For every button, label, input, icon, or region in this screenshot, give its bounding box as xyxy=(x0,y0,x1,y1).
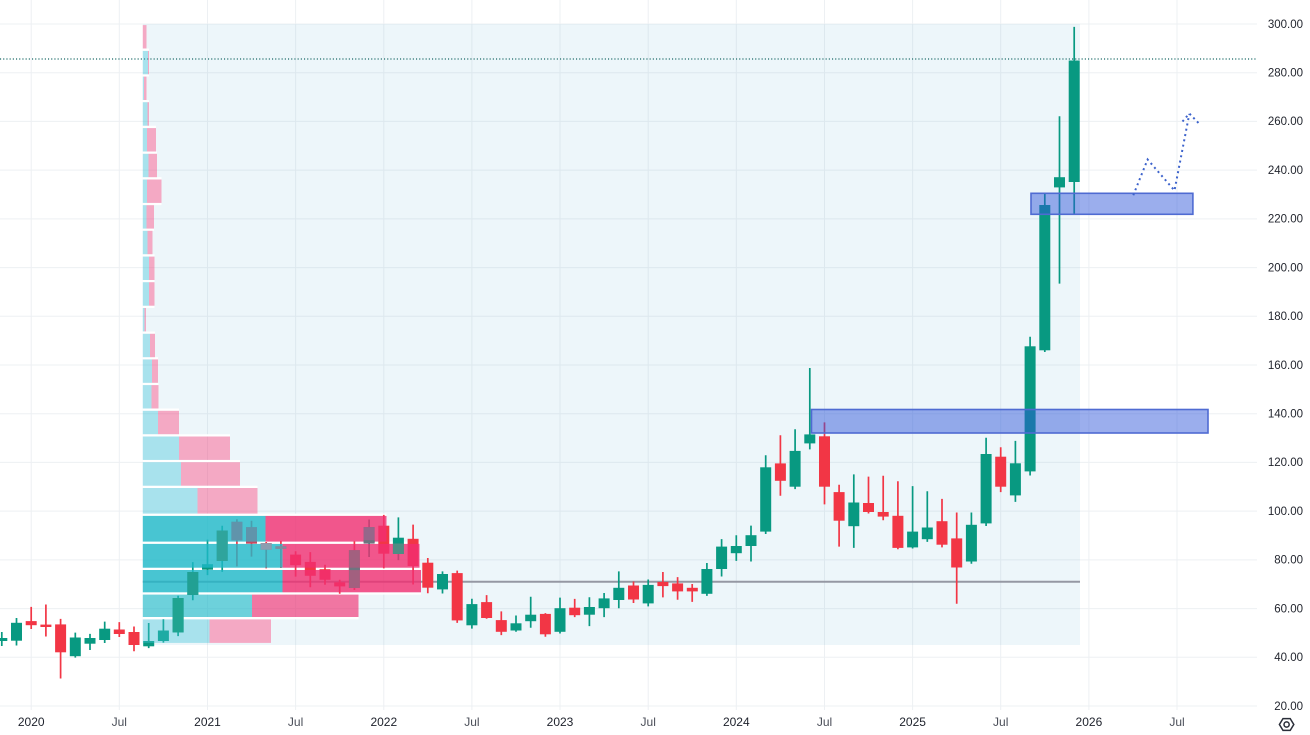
svg-text:2023: 2023 xyxy=(547,715,574,729)
svg-text:280.00: 280.00 xyxy=(1268,68,1303,80)
svg-text:60.00: 60.00 xyxy=(1274,603,1303,615)
svg-text:Jul: Jul xyxy=(464,715,479,729)
svg-text:120.00: 120.00 xyxy=(1268,457,1303,469)
svg-text:Jul: Jul xyxy=(288,715,303,729)
svg-text:Jul: Jul xyxy=(112,715,127,729)
svg-text:Jul: Jul xyxy=(641,715,656,729)
svg-text:2022: 2022 xyxy=(370,715,397,729)
svg-text:20.00: 20.00 xyxy=(1274,701,1303,713)
svg-text:200.00: 200.00 xyxy=(1268,262,1303,274)
svg-text:2020: 2020 xyxy=(18,715,45,729)
svg-text:2025: 2025 xyxy=(899,715,926,729)
svg-text:40.00: 40.00 xyxy=(1274,652,1303,664)
svg-text:Jul: Jul xyxy=(817,715,832,729)
svg-text:180.00: 180.00 xyxy=(1268,311,1303,323)
svg-text:80.00: 80.00 xyxy=(1274,555,1303,567)
svg-text:160.00: 160.00 xyxy=(1268,360,1303,372)
svg-text:Jul: Jul xyxy=(1169,715,1184,729)
svg-text:2024: 2024 xyxy=(723,715,750,729)
svg-text:Jul: Jul xyxy=(993,715,1008,729)
svg-text:140.00: 140.00 xyxy=(1268,409,1303,421)
svg-text:300.00: 300.00 xyxy=(1268,19,1303,31)
svg-text:240.00: 240.00 xyxy=(1268,165,1303,177)
svg-text:2021: 2021 xyxy=(194,715,221,729)
svg-text:2026: 2026 xyxy=(1076,715,1103,729)
svg-text:100.00: 100.00 xyxy=(1268,506,1303,518)
svg-text:260.00: 260.00 xyxy=(1268,116,1303,128)
svg-text:220.00: 220.00 xyxy=(1268,214,1303,226)
